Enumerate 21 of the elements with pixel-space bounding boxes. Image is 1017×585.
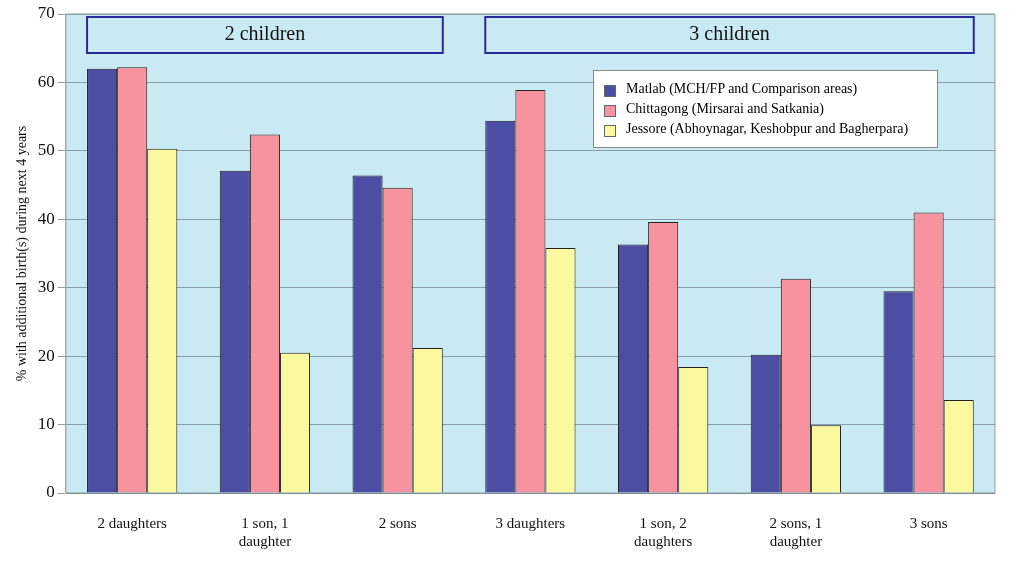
legend-label: Chittagong (Mirsarai and Satkania) (626, 101, 824, 117)
x-tick-label: 1 son, 1 daughter (238, 514, 292, 549)
x-tick-label: 2 sons, 1 daughter (769, 514, 823, 549)
legend-label: Matlab (MCH/FP and Comparison areas) (626, 81, 858, 97)
y-axis-title: % with additional birth(s) during next 4 years (14, 125, 31, 382)
x-tick-label: 2 daughters (97, 514, 168, 531)
x-tick-label: 2 sons (378, 514, 417, 531)
x-tick-label: 1 son, 2 daughters (633, 514, 693, 549)
y-tick-label: 20 (37, 345, 55, 365)
y-tick-label: 50 (37, 140, 55, 160)
y-tick-label: 60 (37, 71, 55, 91)
y-tick-label: 70 (37, 3, 55, 23)
y-tick-label: 0 (46, 482, 55, 502)
x-tick-label: 3 sons (909, 514, 948, 531)
legend-label: Jessore (Abhoynagar, Keshobpur and Bagherpara) (626, 121, 909, 137)
annotation: 3 children (689, 22, 770, 45)
y-tick-label: 40 (37, 208, 55, 228)
y-tick-label: 10 (37, 414, 55, 434)
annotation: 2 children (224, 22, 306, 45)
y-tick-label: 30 (37, 277, 55, 297)
x-tick-label: 3 daughters (495, 514, 566, 531)
